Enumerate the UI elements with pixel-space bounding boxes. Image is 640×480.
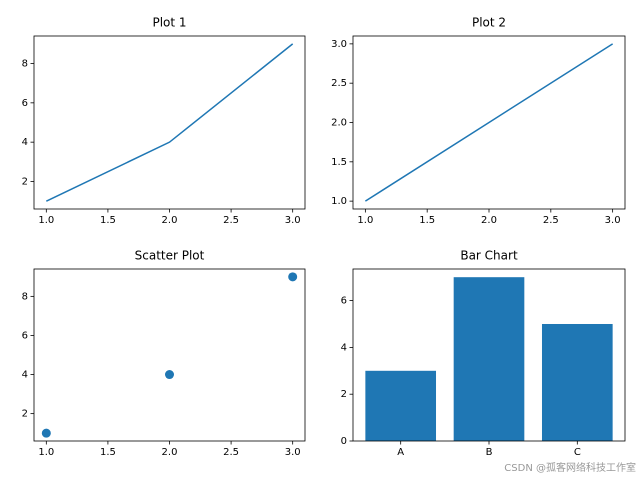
y-tick-label: 6 [22,98,28,109]
watermark: CSDN @孤客网络科技工作室 [504,461,636,474]
y-tick-label: 4 [22,137,28,148]
y-tick-label: 4 [341,342,347,353]
line [364,43,614,202]
y-tick-label: 2.5 [331,78,347,89]
x-tick-label: B [486,447,493,458]
x-tick-label: C [574,447,581,458]
x-tick-label: 2.5 [223,447,239,458]
x-tick-label: 1.0 [357,215,373,226]
x-tick-label: 2.0 [162,447,178,458]
y-tick-label: 8 [22,59,28,70]
axes-frame [33,35,306,210]
point [165,370,174,380]
x-tick-label: A [397,447,404,458]
x-tick-label: 2.0 [481,215,497,226]
y-tick-label: 2 [341,389,347,400]
bar [365,370,437,441]
y-tick-label: 1.0 [331,196,347,207]
chart-title: Plot 1 [152,16,186,30]
x-tick-label: 2.0 [162,215,178,226]
y-tick-label: 8 [22,291,28,302]
bar [453,277,525,441]
point [288,272,298,282]
chart-title: Plot 2 [472,16,506,30]
bar [541,323,613,441]
y-tick-label: 2.0 [331,118,347,129]
x-tick-label: 2.5 [223,215,239,226]
point [41,428,51,438]
x-tick-label: 3.0 [285,215,301,226]
x-tick-label: 1.5 [419,215,435,226]
y-tick-label: 6 [341,296,347,307]
axes-frame [352,268,626,442]
x-tick-label: 3.0 [285,447,301,458]
x-tick-label: 1.5 [100,215,116,226]
chart-title: Bar Chart [460,249,518,263]
chart-title: Scatter Plot [135,249,205,263]
y-tick-label: 4 [22,370,28,381]
axes-frame [352,35,626,210]
y-tick-label: 2 [22,409,28,420]
x-tick-label: 3.0 [605,215,621,226]
line [45,43,294,202]
y-tick-label: 6 [22,330,28,341]
x-tick-label: 2.5 [543,215,559,226]
x-tick-label: 1.0 [38,215,54,226]
axes-frame [33,268,306,442]
y-tick-label: 0 [341,436,347,447]
x-tick-label: 1.5 [100,447,116,458]
y-tick-label: 1.5 [331,157,347,168]
y-tick-label: 3.0 [331,39,347,50]
y-tick-label: 2 [22,176,28,187]
x-tick-label: 1.0 [38,447,54,458]
